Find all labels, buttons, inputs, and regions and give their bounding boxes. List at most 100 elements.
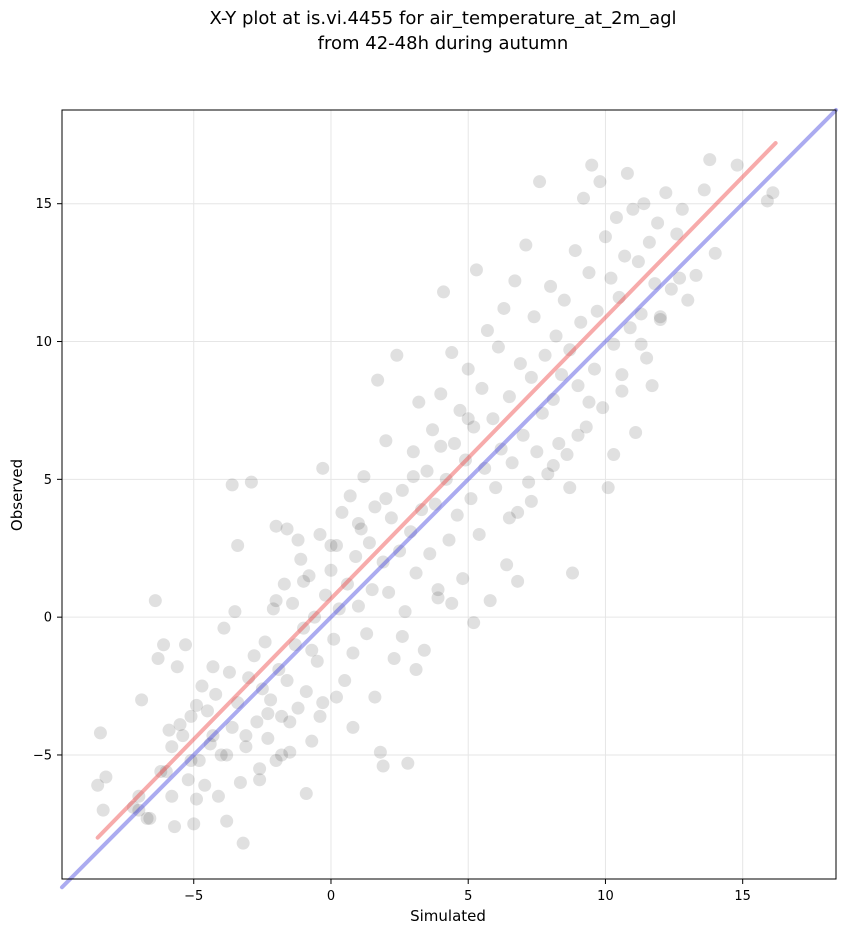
scatter-point	[371, 373, 385, 387]
scatter-point	[434, 387, 448, 401]
scatter-point	[576, 191, 590, 205]
scatter-point	[675, 202, 689, 216]
scatter-point	[637, 197, 651, 211]
scatter-point	[96, 803, 110, 817]
tick-labels: −5 0 5 10 15 −5 0 5 10 15	[33, 197, 751, 904]
scatter-point	[607, 448, 621, 462]
scatter-point	[579, 420, 593, 434]
scatter-point	[239, 729, 253, 743]
scatter-point	[475, 381, 489, 395]
scatter-point	[261, 731, 275, 745]
one-to-one-line	[60, 108, 838, 890]
scatter-point	[464, 492, 478, 506]
scatter-point	[582, 395, 596, 409]
scatter-point	[280, 674, 294, 688]
scatter-point	[236, 836, 250, 850]
scatter-point	[604, 271, 618, 285]
scatter-point	[574, 315, 588, 329]
scatter-point	[563, 343, 577, 357]
scatter-point	[200, 704, 214, 718]
scatter-point	[651, 216, 665, 230]
scatter-point	[373, 745, 387, 759]
scatter-point	[140, 811, 154, 825]
scatter-point	[500, 558, 514, 572]
scatter-point	[582, 266, 596, 280]
scatter-point	[231, 538, 245, 552]
scatter-point	[659, 186, 673, 200]
scatter-point	[708, 246, 722, 260]
scatter-point	[349, 550, 363, 564]
scatter-point	[409, 663, 423, 677]
scatter-point	[275, 709, 289, 723]
scatter-point	[494, 442, 508, 456]
scatter-point	[291, 701, 305, 715]
scatter-point	[673, 271, 687, 285]
scatter-point	[469, 263, 483, 277]
scatter-point	[368, 690, 382, 704]
scatter-point	[453, 403, 467, 417]
scatter-point	[560, 448, 574, 462]
scatter-point	[423, 547, 437, 561]
scatter-points	[91, 153, 780, 850]
scatter-point	[217, 621, 231, 635]
scatter-point	[544, 279, 558, 293]
scatter-point	[126, 800, 140, 814]
scatter-point	[280, 522, 294, 536]
reference-lines	[60, 108, 838, 890]
scatter-point	[486, 412, 500, 426]
scatter-point	[99, 770, 113, 784]
scatter-point	[338, 674, 352, 688]
scatter-point	[417, 643, 431, 657]
scatter-point	[530, 445, 544, 459]
scatter-point	[552, 437, 566, 451]
scatter-point	[618, 249, 632, 263]
scatter-point	[566, 566, 580, 580]
scatter-point	[346, 720, 360, 734]
scatter-point	[316, 461, 330, 475]
scatter-point	[393, 544, 407, 558]
scatter-point	[189, 792, 203, 806]
scatter-point	[206, 729, 220, 743]
scatter-point	[269, 594, 283, 608]
scatter-point	[412, 395, 426, 409]
scatter-point	[357, 470, 371, 484]
scatter-point	[730, 158, 744, 172]
scatter-point	[264, 693, 278, 707]
scatter-point	[458, 453, 472, 467]
scatter-point	[395, 629, 409, 643]
scatter-point	[415, 503, 429, 517]
scatter-point	[225, 720, 239, 734]
scatter-point	[420, 464, 434, 478]
scatter-point	[151, 651, 165, 665]
scatter-point	[379, 492, 393, 506]
scatter-point	[634, 337, 648, 351]
scatter-point	[179, 638, 193, 652]
scatter-point	[634, 307, 648, 321]
scatter-point	[497, 301, 511, 315]
x-axis-label: Simulated	[410, 907, 486, 925]
scatter-point	[299, 787, 313, 801]
scatter-point	[522, 475, 536, 489]
scatter-point	[533, 175, 547, 189]
scatter-point	[760, 194, 774, 208]
scatter-point	[360, 627, 374, 641]
scatter-point	[269, 753, 283, 767]
scatter-point	[132, 789, 146, 803]
scatter-point	[195, 679, 209, 693]
scatter-point	[511, 505, 525, 519]
scatter-point	[568, 244, 582, 258]
scatter-point	[703, 153, 717, 167]
scatter-point	[404, 525, 418, 539]
scatter-point	[288, 638, 302, 652]
scatter-point	[283, 745, 297, 759]
scatter-point	[258, 635, 272, 649]
scatter-point	[384, 511, 398, 525]
scatter-point	[541, 467, 555, 481]
scatter-point	[401, 756, 415, 770]
scatter-point	[165, 789, 179, 803]
scatter-point	[398, 605, 412, 619]
scatter-point	[354, 522, 368, 536]
scatter-point	[165, 740, 179, 754]
